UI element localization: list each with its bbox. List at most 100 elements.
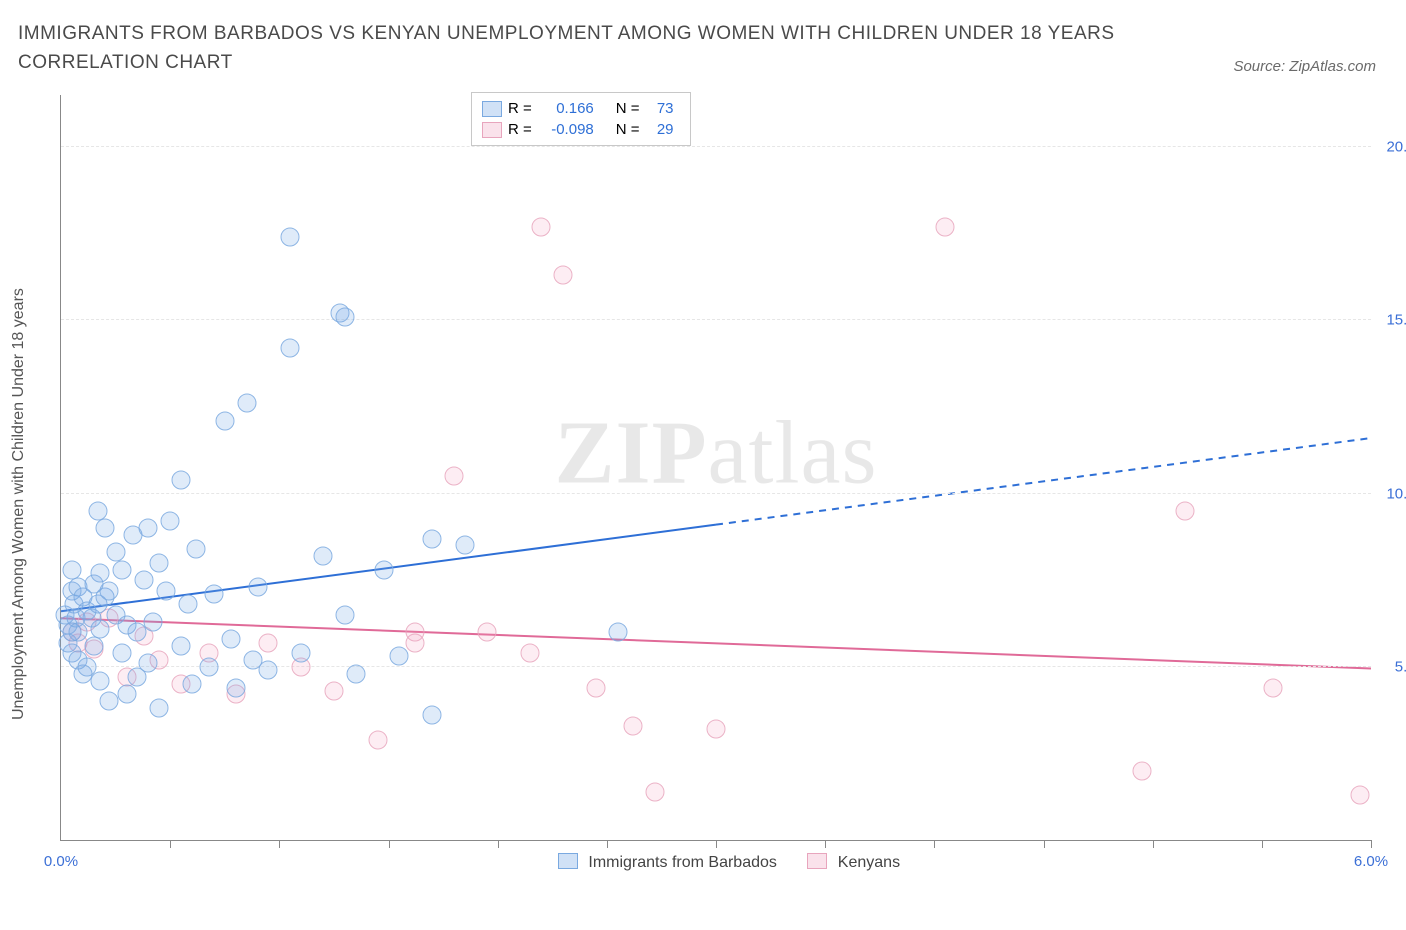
- data-point: [608, 623, 627, 642]
- chart-title: IMMIGRANTS FROM BARBADOS VS KENYAN UNEMP…: [18, 20, 1206, 77]
- data-point: [172, 470, 191, 489]
- swatch-a-icon: [558, 853, 578, 869]
- legend-label-b: Kenyans: [838, 854, 900, 871]
- x-tick: [825, 840, 826, 848]
- data-point: [62, 560, 81, 579]
- data-point: [84, 636, 103, 655]
- y-tick-label: 15.0%: [1386, 312, 1406, 329]
- series-legend: Immigrants from Barbados Kenyans: [61, 853, 1371, 872]
- x-tick: [389, 840, 390, 848]
- data-point: [95, 519, 114, 538]
- source-credit: Source: ZipAtlas.com: [1233, 58, 1376, 75]
- data-point: [390, 647, 409, 666]
- data-point: [521, 643, 540, 662]
- data-point: [222, 630, 241, 649]
- data-point: [477, 623, 496, 642]
- y-tick-label: 20.0%: [1386, 138, 1406, 155]
- data-point: [281, 228, 300, 247]
- data-point: [1132, 761, 1151, 780]
- data-point: [156, 581, 175, 600]
- data-point: [1176, 501, 1195, 520]
- data-point: [1351, 785, 1370, 804]
- data-point: [707, 720, 726, 739]
- data-point: [624, 716, 643, 735]
- data-point: [259, 633, 278, 652]
- data-point: [143, 612, 162, 631]
- data-point: [554, 266, 573, 285]
- data-point: [200, 657, 219, 676]
- plot-area: ZIPatlas R = 0.166 N = 73 R = -0.098 N =…: [60, 95, 1371, 841]
- data-point: [150, 553, 169, 572]
- swatch-b-icon: [482, 122, 502, 138]
- data-point: [100, 581, 119, 600]
- x-tick: [716, 840, 717, 848]
- data-point: [292, 643, 311, 662]
- gridline: [61, 319, 1371, 320]
- y-axis-label: Unemployment Among Women with Children U…: [10, 288, 28, 720]
- data-point: [91, 564, 110, 583]
- data-point: [215, 411, 234, 430]
- data-point: [368, 730, 387, 749]
- x-tick: [1153, 840, 1154, 848]
- data-point: [150, 699, 169, 718]
- data-point: [204, 584, 223, 603]
- x-tick: [934, 840, 935, 848]
- data-point: [100, 692, 119, 711]
- data-point: [586, 678, 605, 697]
- data-point: [187, 539, 206, 558]
- data-point: [248, 578, 267, 597]
- data-point: [335, 605, 354, 624]
- data-point: [423, 706, 442, 725]
- data-point: [91, 619, 110, 638]
- x-tick: [279, 840, 280, 848]
- x-tick-min: 0.0%: [44, 853, 78, 870]
- data-point: [324, 682, 343, 701]
- data-point: [314, 546, 333, 565]
- data-point: [106, 543, 125, 562]
- gridline: [61, 493, 1371, 494]
- data-point: [89, 501, 108, 520]
- data-point: [346, 664, 365, 683]
- r-label: R =: [508, 98, 532, 119]
- data-point: [375, 560, 394, 579]
- stats-row-a: R = 0.166 N = 73: [482, 98, 674, 119]
- stats-row-b: R = -0.098 N = 29: [482, 119, 674, 140]
- data-point: [139, 519, 158, 538]
- data-point: [91, 671, 110, 690]
- gridline: [61, 146, 1371, 147]
- data-point: [161, 512, 180, 531]
- y-tick-label: 10.0%: [1386, 485, 1406, 502]
- x-tick: [1371, 840, 1372, 848]
- r-value-b: -0.098: [538, 119, 594, 140]
- x-tick: [1044, 840, 1045, 848]
- data-point: [139, 654, 158, 673]
- n-label: N =: [616, 119, 640, 140]
- swatch-b-icon: [807, 853, 827, 869]
- data-point: [113, 643, 132, 662]
- x-tick: [498, 840, 499, 848]
- data-point: [259, 661, 278, 680]
- data-point: [532, 217, 551, 236]
- data-point: [335, 307, 354, 326]
- data-point: [172, 636, 191, 655]
- n-value-a: 73: [646, 98, 674, 119]
- data-point: [405, 633, 424, 652]
- data-point: [237, 394, 256, 413]
- n-value-b: 29: [646, 119, 674, 140]
- data-point: [281, 338, 300, 357]
- n-label: N =: [616, 98, 640, 119]
- data-point: [423, 529, 442, 548]
- x-tick: [170, 840, 171, 848]
- data-point: [645, 782, 664, 801]
- data-point: [183, 675, 202, 694]
- y-tick-label: 5.0%: [1395, 658, 1406, 675]
- watermark: ZIPatlas: [555, 401, 878, 504]
- x-tick: [1262, 840, 1263, 848]
- data-point: [226, 678, 245, 697]
- data-point: [117, 685, 136, 704]
- r-value-a: 0.166: [538, 98, 594, 119]
- x-tick: [607, 840, 608, 848]
- data-point: [936, 217, 955, 236]
- legend-label-a: Immigrants from Barbados: [588, 854, 777, 871]
- x-tick-max: 6.0%: [1354, 853, 1388, 870]
